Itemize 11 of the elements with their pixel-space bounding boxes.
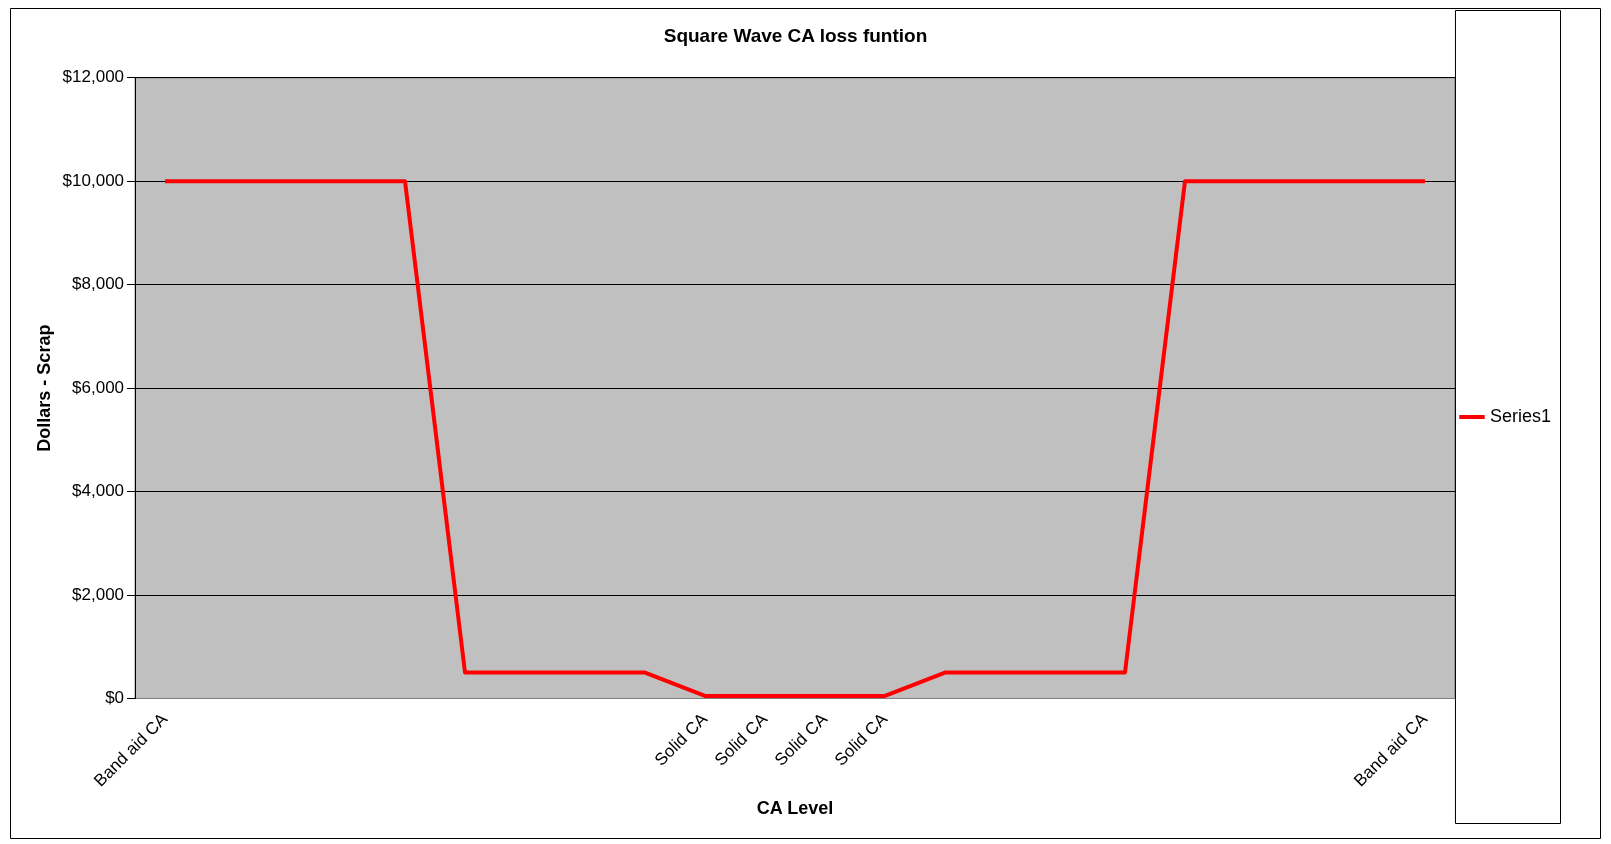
y-tick-label: $12,000 bbox=[62, 67, 125, 87]
y-tick-label: $10,000 bbox=[62, 170, 125, 190]
y-tick-label: $6,000 bbox=[72, 377, 125, 397]
y-tick-label: $8,000 bbox=[72, 274, 125, 294]
x-axis-title: CA Level bbox=[756, 798, 834, 819]
y-tick-label: $4,000 bbox=[72, 481, 125, 501]
y-tick-label: $2,000 bbox=[72, 584, 125, 604]
y-tick-label: $0 bbox=[105, 688, 125, 708]
chart-title: Square Wave CA loss funtion bbox=[663, 24, 928, 46]
y-axis-title: Dollars - Scrap bbox=[33, 324, 54, 452]
legend-label: Series1 bbox=[1489, 405, 1551, 426]
